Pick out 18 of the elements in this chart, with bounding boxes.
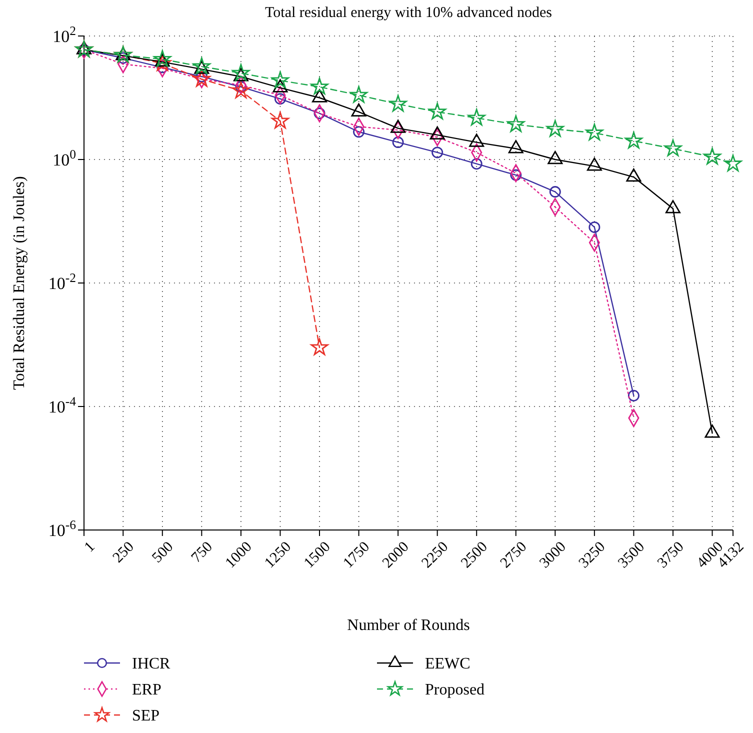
x-tick-label: 1750	[340, 538, 374, 572]
chart-title: Total residual energy with 10% advanced nodes	[265, 5, 552, 21]
y-tick-label: 10$^{-2}$	[48, 270, 76, 293]
x-tick-label: 500	[149, 538, 177, 566]
legend-label: SEP	[132, 708, 160, 725]
y-tick-label: 10$^{0}$	[52, 147, 76, 170]
y-tick-label: 10$^{2}$	[52, 24, 76, 46]
legend-label: Proposed	[425, 682, 485, 699]
y-tick-label: 10$^{-4}$	[48, 394, 77, 416]
legend-label: IHCR	[132, 656, 171, 673]
x-tick-label: 750	[188, 538, 216, 566]
x-tick-label: 250	[110, 538, 138, 566]
legend-label: EEWC	[425, 656, 470, 673]
x-axis-title: Number of Rounds	[347, 617, 470, 634]
y-tick-label: 10$^{-6}$	[48, 518, 76, 540]
x-tick-label: 1	[82, 538, 98, 556]
y-axis-title: Total Residual Energy (in Joules)	[11, 176, 28, 390]
legend-label: ERP	[132, 682, 162, 699]
